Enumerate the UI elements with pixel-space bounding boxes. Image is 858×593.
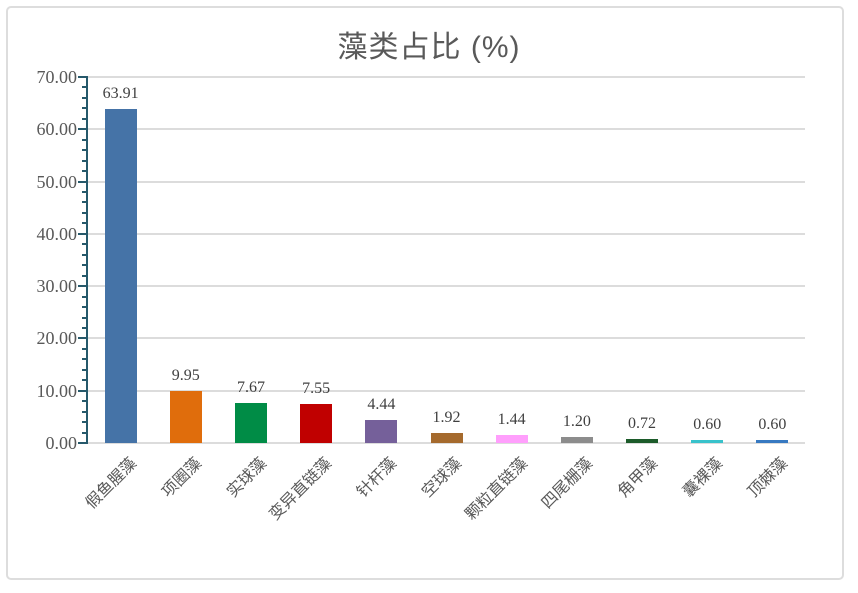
y-axis-minor-tick — [82, 400, 87, 403]
y-axis-minor-tick — [82, 431, 87, 434]
bar — [756, 439, 789, 443]
bar-value-label: 1.92 — [432, 408, 461, 426]
bar-value-label: 0.72 — [628, 415, 657, 433]
y-axis-minor-tick — [82, 222, 87, 225]
bar — [104, 108, 137, 443]
y-axis-minor-tick — [82, 191, 87, 194]
bar — [560, 436, 593, 443]
x-category-label: 假鱼腥藻 — [82, 455, 140, 513]
bar-value-label: 7.55 — [302, 379, 331, 397]
y-axis-major-tick — [78, 442, 87, 444]
bar — [626, 439, 659, 443]
y-axis-minor-tick — [82, 274, 87, 277]
y-axis-major-tick — [78, 285, 87, 288]
y-axis-minor-tick — [82, 358, 87, 361]
gridline — [88, 180, 805, 183]
y-axis-minor-tick — [82, 138, 87, 141]
y-axis-minor-tick — [82, 295, 87, 298]
y-axis-minor-tick — [82, 149, 87, 152]
y-tick-label: 70.00 — [36, 67, 78, 87]
y-tick-label: 30.00 — [36, 276, 78, 297]
y-axis-minor-tick — [82, 96, 87, 99]
y-axis-major-tick — [78, 389, 87, 392]
bar-value-label: 7.67 — [236, 378, 265, 396]
x-category-label: 项圈藻 — [158, 455, 205, 501]
gridline — [88, 285, 805, 288]
y-axis-minor-tick — [82, 117, 87, 120]
y-tick-label: 50.00 — [36, 171, 78, 192]
x-category-label: 实球藻 — [224, 455, 270, 501]
bar-value-label: 4.44 — [367, 395, 396, 413]
x-category-label: 角甲藻 — [615, 455, 662, 501]
bar — [495, 435, 528, 443]
bar-value-label: 63.91 — [102, 84, 139, 102]
bar-value-label: 1.44 — [497, 411, 526, 429]
chart-frame — [6, 6, 844, 580]
gridline — [88, 76, 805, 78]
x-category-label: 针杆藻 — [354, 455, 401, 501]
x-category-label: 顶棘藻 — [745, 455, 792, 501]
gridline — [88, 337, 805, 340]
bar — [300, 403, 333, 443]
y-axis-minor-tick — [82, 326, 87, 329]
x-category-label: 颗粒直链藻 — [462, 455, 531, 524]
x-category-label: 变异直链藻 — [266, 455, 336, 524]
y-axis-major-tick — [78, 337, 87, 340]
y-axis-minor-tick — [82, 368, 87, 371]
y-axis-minor-tick — [82, 410, 87, 413]
bar — [430, 432, 463, 443]
y-tick-label: 40.00 — [36, 223, 78, 244]
bar — [234, 402, 267, 443]
y-axis-minor-tick — [82, 243, 87, 246]
bar-value-label: 0.60 — [693, 415, 722, 433]
y-tick-label: 10.00 — [36, 380, 78, 401]
y-axis-minor-tick — [82, 347, 87, 350]
y-axis-minor-tick — [82, 306, 87, 309]
x-axis-line — [88, 442, 805, 444]
x-category-label: 囊裸藻 — [680, 455, 727, 501]
x-category-label: 空球藻 — [419, 455, 466, 501]
y-axis-minor-tick — [82, 159, 87, 162]
bar-value-label: 0.60 — [758, 415, 787, 433]
gridline — [88, 128, 805, 131]
chart-title: 藻类占比 (%) — [337, 31, 521, 64]
y-axis-minor-tick — [82, 211, 87, 214]
y-axis-major-tick — [78, 76, 87, 78]
y-axis-major-tick — [78, 128, 87, 131]
y-axis-major-tick — [78, 232, 87, 235]
y-tick-label: 60.00 — [36, 119, 78, 140]
y-tick-label: 0.00 — [45, 433, 78, 453]
y-axis-major-tick — [78, 180, 87, 183]
y-tick-label: 20.00 — [36, 328, 78, 349]
y-axis-minor-tick — [82, 316, 87, 319]
y-axis-minor-tick — [82, 379, 87, 382]
bar — [169, 390, 202, 443]
y-axis-minor-tick — [82, 107, 87, 110]
y-axis-minor-tick — [82, 201, 87, 204]
gridline — [88, 232, 805, 235]
bar — [365, 419, 398, 443]
y-axis-line — [86, 76, 88, 444]
y-axis-minor-tick — [82, 170, 87, 173]
bar — [691, 439, 724, 443]
bar-value-label: 9.95 — [171, 366, 200, 384]
x-category-label: 四尾栅藻 — [538, 455, 596, 513]
gridline — [88, 389, 805, 392]
y-axis-minor-tick — [82, 264, 87, 267]
y-axis-minor-tick — [82, 421, 87, 424]
y-axis-minor-tick — [82, 253, 87, 256]
y-axis-minor-tick — [82, 86, 87, 89]
bar-value-label: 1.20 — [562, 412, 591, 430]
